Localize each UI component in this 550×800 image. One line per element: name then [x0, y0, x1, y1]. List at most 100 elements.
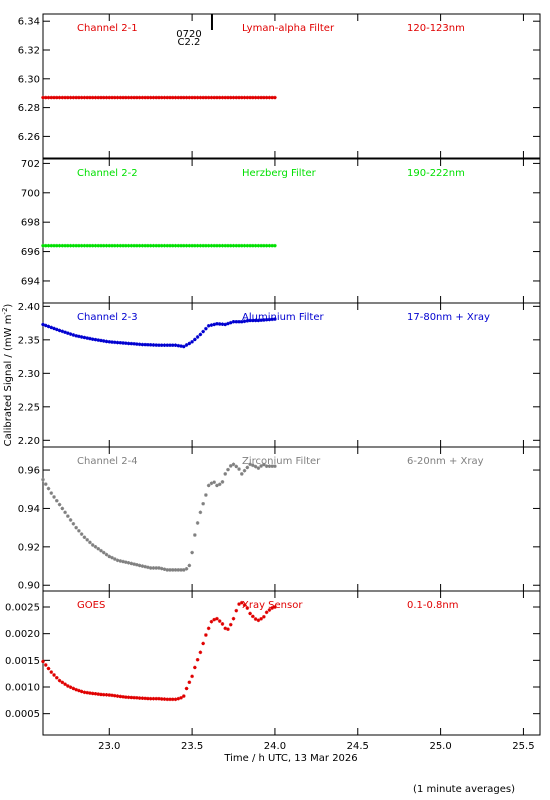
data-point: [212, 243, 216, 248]
data-point: [231, 243, 236, 248]
data-point: [126, 243, 131, 248]
data-point: [240, 319, 244, 324]
data-point: [201, 501, 205, 506]
data-point: [71, 686, 76, 691]
data-point: [137, 342, 142, 347]
data-point: [228, 464, 233, 468]
y-tick-label: 2.30: [18, 369, 40, 380]
data-point: [43, 323, 48, 328]
data-point: [46, 324, 51, 329]
data-point: [187, 243, 192, 248]
data-point: [206, 626, 211, 631]
data-point: [129, 561, 134, 566]
y-tick-label: 698: [21, 218, 40, 229]
data-point: [182, 694, 186, 698]
data-point: [85, 690, 89, 695]
data-point: [112, 95, 117, 100]
data-point: [264, 95, 269, 100]
data-point: [88, 691, 92, 695]
data-point: [179, 243, 183, 248]
data-point: [90, 691, 95, 696]
data-point: [209, 243, 214, 248]
data-point: [99, 548, 103, 553]
data-point: [190, 674, 194, 679]
data-point: [182, 95, 186, 100]
data-point: [270, 464, 274, 468]
data-point: [204, 633, 208, 637]
data-point: [82, 243, 87, 248]
data-point: [162, 567, 167, 572]
data-point: [115, 243, 120, 248]
data-point: [107, 554, 112, 559]
data-point: [57, 502, 62, 507]
data-point: [168, 343, 172, 347]
data-point: [215, 483, 219, 488]
data-point: [57, 243, 62, 248]
data-point: [190, 95, 194, 100]
data-point: [148, 566, 153, 570]
data-point: [168, 95, 172, 100]
data-point: [121, 694, 125, 699]
data-point: [242, 319, 247, 324]
data-point: [88, 95, 92, 100]
data-point: [195, 243, 200, 248]
x-tick-label: 25.0: [429, 741, 451, 752]
data-point: [184, 567, 189, 571]
data-series: [41, 462, 277, 572]
data-point: [206, 483, 211, 488]
data-point: [242, 603, 247, 607]
data-point: [234, 243, 239, 248]
data-point: [251, 243, 255, 248]
data-point: [148, 696, 153, 701]
data-point: [124, 95, 128, 100]
data-point: [226, 95, 230, 100]
panel-wavelength-band: 6-20nm + Xray: [407, 456, 484, 467]
data-point: [228, 95, 233, 100]
data-point: [41, 477, 45, 482]
data-point: [137, 696, 142, 700]
data-point: [71, 95, 76, 100]
data-point: [193, 243, 197, 248]
data-point: [198, 650, 203, 655]
data-point: [146, 565, 150, 570]
data-point: [132, 243, 136, 248]
data-point: [190, 550, 194, 555]
data-point: [240, 95, 244, 100]
data-point: [101, 243, 106, 248]
data-point: [132, 342, 136, 346]
data-point: [193, 95, 197, 100]
data-point: [165, 343, 170, 347]
data-point: [146, 95, 150, 100]
data-point: [256, 318, 261, 323]
data-point: [190, 340, 194, 344]
data-point: [245, 95, 250, 100]
data-point: [55, 675, 59, 680]
data-point: [60, 95, 65, 100]
y-tick-label: 2.20: [18, 436, 40, 447]
data-point: [217, 95, 222, 100]
data-point: [157, 243, 161, 248]
data-point: [204, 95, 208, 100]
data-point: [71, 522, 76, 526]
x-tick-label: 25.5: [512, 741, 534, 752]
data-point: [143, 564, 147, 569]
data-point: [237, 467, 241, 471]
data-point: [212, 617, 216, 622]
data-point: [140, 95, 145, 100]
data-point: [259, 95, 263, 100]
data-point: [96, 692, 101, 696]
y-axis-label-close: ): [3, 304, 14, 308]
data-point: [182, 344, 186, 349]
data-point: [223, 626, 228, 631]
data-point: [79, 243, 84, 248]
flare-label: C2.2: [178, 37, 201, 48]
data-point: [118, 340, 123, 345]
panel-filter-name: Herzberg Filter: [242, 168, 317, 179]
data-point: [85, 336, 89, 340]
data-point: [71, 333, 76, 337]
data-point: [63, 330, 67, 335]
data-point: [209, 619, 214, 624]
data-point: [220, 243, 225, 248]
data-point: [43, 243, 48, 248]
data-point: [93, 95, 98, 100]
